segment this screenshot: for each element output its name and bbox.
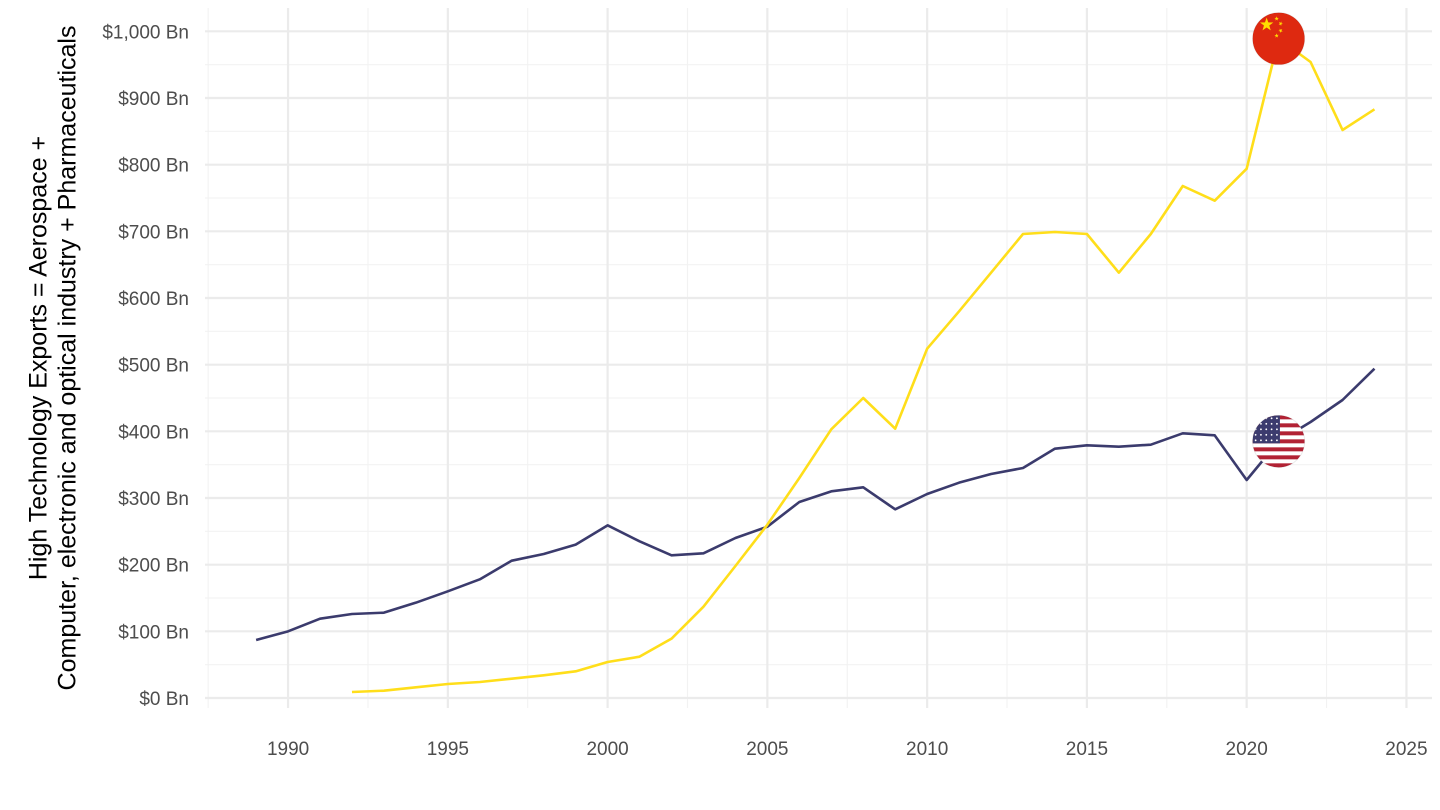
y-tick-label: $800 Bn [118,156,189,177]
y-tick-label: $700 Bn [118,222,189,243]
china-flag-icon [1252,12,1305,65]
y-axis-title: High Technology Exports = Aerospace +Com… [25,26,82,691]
y-tick-label: $1,000 Bn [102,22,189,43]
y-axis-title-line: High Technology Exports = Aerospace + [25,136,53,580]
y-tick-label: $600 Bn [118,289,189,310]
us-flag-icon [1252,415,1305,468]
series-line-china [351,37,1376,694]
y-axis-title-line: Computer, electronic and optical industr… [53,26,81,691]
x-tick-label: 2015 [1066,739,1108,760]
flag-outline [1252,414,1306,468]
y-tick-label: $900 Bn [118,89,189,110]
x-axis-tick-labels: 1990 1995 2000 2005 2010 2015 2020 2025 [267,739,1428,760]
y-tick-label: $200 Bn [118,556,189,577]
series-lines [255,37,1376,694]
major-gridlines [205,8,1432,708]
x-tick-label: 1995 [427,739,469,760]
x-tick-label: 2025 [1385,739,1427,760]
x-tick-label: 1990 [267,739,309,760]
flag-outline [1252,12,1306,66]
x-tick-label: 2020 [1226,739,1268,760]
series-flag-markers [1252,12,1306,468]
y-tick-label: $500 Bn [118,356,189,377]
x-tick-label: 2010 [906,739,948,760]
y-tick-label: $0 Bn [139,689,189,710]
x-tick-label: 2000 [586,739,628,760]
x-tick-label: 2005 [746,739,788,760]
series-line-us [255,367,1376,642]
minor-gridlines [205,8,1432,708]
y-tick-label: $400 Bn [118,422,189,443]
y-tick-label: $100 Bn [118,622,189,643]
y-tick-label: $300 Bn [118,489,189,510]
y-axis-tick-labels: $0 Bn $100 Bn $200 Bn $300 Bn $400 Bn $500 Bn… [102,22,189,710]
